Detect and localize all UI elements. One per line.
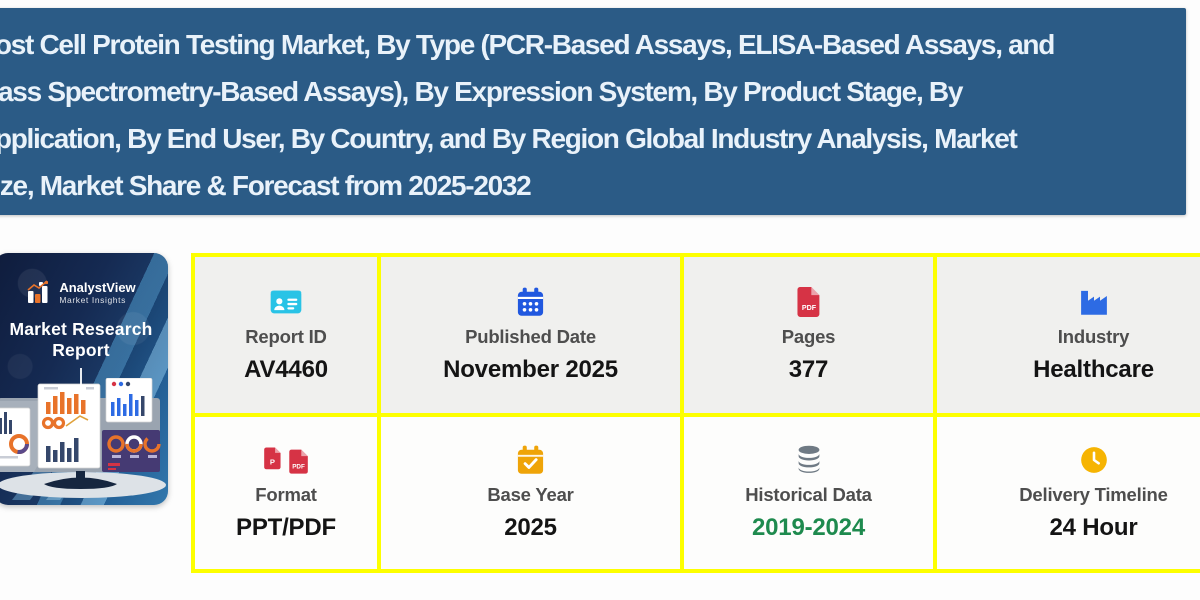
brand-lockup: AnalystView Market Insights bbox=[0, 280, 168, 306]
meta-cell-historical-data: Historical Data 2019-2024 bbox=[684, 417, 933, 569]
meta-label: Report ID bbox=[245, 326, 327, 347]
cover-divider-line bbox=[80, 368, 82, 394]
report-title-line-3: Application, By End User, By Country, an… bbox=[0, 123, 1018, 154]
meta-label: Historical Data bbox=[745, 484, 872, 505]
pdf-file-icon: PDF bbox=[796, 286, 822, 318]
cover-heading-line-1: Market Research bbox=[9, 319, 153, 339]
bar-chart-logo-icon bbox=[26, 280, 53, 306]
calendar-icon bbox=[516, 286, 545, 318]
meta-label: Format bbox=[255, 484, 317, 505]
meta-label: Delivery Timeline bbox=[1019, 484, 1168, 505]
report-title-line-1: Host Cell Protein Testing Market, By Typ… bbox=[0, 29, 1055, 60]
factory-icon bbox=[1079, 286, 1109, 318]
meta-cell-published-date: Published Date November 2025 bbox=[381, 257, 680, 413]
database-icon bbox=[795, 444, 823, 476]
meta-label: Published Date bbox=[465, 326, 596, 347]
calendar-check-icon bbox=[516, 444, 545, 476]
meta-cell-pages: PDF Pages 377 bbox=[684, 257, 933, 413]
ppt-pdf-files-icon: P PDF bbox=[262, 444, 310, 476]
meta-cell-delivery-timeline: Delivery Timeline 24 Hour bbox=[937, 417, 1200, 569]
cover-heading-line-2: Report bbox=[52, 340, 110, 360]
meta-cell-format: P PDF Format PPT/PDF bbox=[195, 417, 377, 569]
meta-value: 2019-2024 bbox=[752, 514, 865, 541]
meta-cell-report-id: Report ID AV4460 bbox=[195, 257, 377, 413]
report-meta-table: Report ID AV4460 Published Date November… bbox=[191, 253, 1200, 573]
id-card-icon bbox=[270, 286, 302, 318]
brand-tagline: Market Insights bbox=[59, 295, 126, 305]
brand-name: AnalystView bbox=[59, 280, 136, 295]
meta-cell-base-year: Base Year 2025 bbox=[381, 417, 680, 569]
meta-label: Pages bbox=[781, 326, 836, 347]
meta-value: 24 Hour bbox=[1049, 514, 1138, 541]
meta-label: Industry bbox=[1057, 326, 1130, 347]
svg-text:PDF: PDF bbox=[801, 304, 816, 312]
svg-text:PDF: PDF bbox=[292, 464, 305, 471]
report-title-banner: Host Cell Protein Testing Market, By Typ… bbox=[0, 8, 1186, 215]
report-title-line-4: Size, Market Share & Forecast from 2025-… bbox=[0, 170, 532, 201]
svg-text:P: P bbox=[270, 457, 275, 466]
charts-monitor-illustration bbox=[0, 377, 168, 505]
meta-value: PPT/PDF bbox=[236, 514, 336, 541]
meta-value: November 2025 bbox=[443, 356, 618, 383]
meta-cell-industry: Industry Healthcare bbox=[937, 257, 1200, 413]
meta-value: AV4460 bbox=[244, 356, 328, 383]
clock-icon bbox=[1080, 444, 1108, 476]
report-cover-thumbnail: AnalystView Market Insights Market Resea… bbox=[0, 253, 168, 505]
meta-label: Base Year bbox=[487, 484, 574, 505]
meta-value: 2025 bbox=[504, 514, 557, 541]
meta-value: Healthcare bbox=[1033, 356, 1154, 383]
report-title-line-2: Mass Spectrometry-Based Assays), By Expr… bbox=[0, 76, 963, 107]
meta-value: 377 bbox=[788, 356, 829, 383]
